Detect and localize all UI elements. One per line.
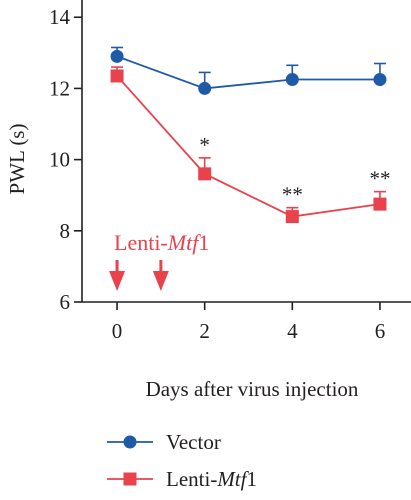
axes xyxy=(81,0,411,303)
data-point xyxy=(373,197,387,211)
legend-label: Vector xyxy=(166,430,221,454)
arrow-head xyxy=(152,271,169,291)
y-tick-label: 12 xyxy=(49,76,70,100)
arrow-head xyxy=(109,271,126,291)
legend-marker xyxy=(123,472,137,486)
ticks: 6 8 10 12 14 0 2 4 6 xyxy=(49,5,385,343)
data-point xyxy=(373,73,387,87)
significance-mark: ** xyxy=(369,167,390,191)
y-tick-label: 14 xyxy=(49,5,71,29)
annotation-italic: Mtf xyxy=(167,230,201,255)
dosing-annotation: Lenti-Mtf1 xyxy=(109,230,209,291)
significance-mark: * xyxy=(199,133,210,157)
data-point xyxy=(285,73,299,87)
annotation-suffix: 1 xyxy=(198,230,209,255)
legend-marker xyxy=(123,435,137,449)
data-point xyxy=(110,49,124,63)
x-tick-label: 0 xyxy=(112,319,123,343)
data-point xyxy=(285,210,299,224)
y-tick-label: 6 xyxy=(60,290,71,314)
series-group xyxy=(110,46,387,224)
series-line xyxy=(116,75,381,218)
annotation-prefix: Lenti- xyxy=(114,230,168,255)
data-point xyxy=(110,69,124,83)
annotation-label: Lenti-Mtf1 xyxy=(114,230,209,255)
legend-label-prefix: Vector xyxy=(166,430,221,454)
legend-label-suffix: 1 xyxy=(246,467,257,491)
data-point xyxy=(198,81,212,95)
significance-marks: ***** xyxy=(199,133,390,207)
series-lenti-mtf1 xyxy=(110,66,387,224)
x-tick-label: 2 xyxy=(199,319,210,343)
data-point xyxy=(198,167,212,181)
x-axis-label: Days after virus injection xyxy=(146,377,359,401)
y-tick-label: 8 xyxy=(60,219,71,243)
y-tick-label: 10 xyxy=(49,148,70,172)
x-tick-label: 6 xyxy=(375,319,386,343)
legend-label: Lenti-Mtf1 xyxy=(166,467,257,491)
legend: Vector Lenti-Mtf1 xyxy=(107,430,257,491)
significance-mark: ** xyxy=(282,183,303,207)
x-tick-label: 4 xyxy=(287,319,298,343)
legend-label-prefix: Lenti- xyxy=(166,467,217,491)
series-vector xyxy=(110,46,387,95)
series-line xyxy=(116,55,380,90)
y-axis-label: PWL (s) xyxy=(5,124,29,195)
legend-label-italic: Mtf xyxy=(216,467,249,491)
